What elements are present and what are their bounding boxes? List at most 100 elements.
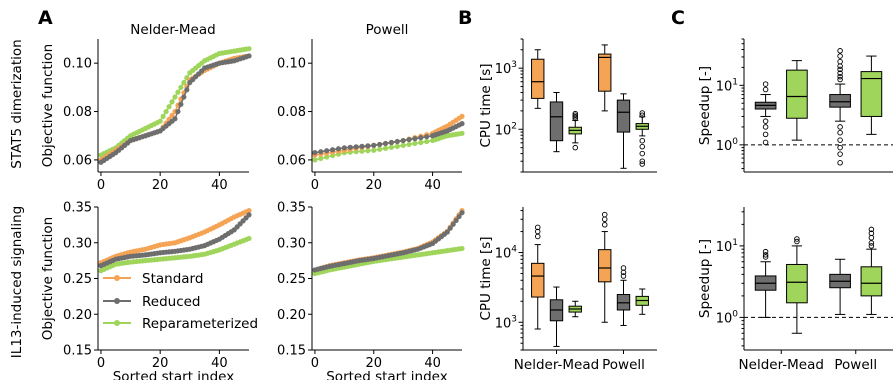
outlier-standard <box>534 224 541 231</box>
box-reduced <box>616 99 631 133</box>
data-point-reduced <box>359 143 365 149</box>
outlier-reparameterized <box>868 240 875 246</box>
data-point-reduced <box>382 140 389 147</box>
y-tick-label: 0.10 <box>63 57 92 72</box>
data-point-reduced <box>394 138 400 145</box>
x-tick-label: Powell <box>602 357 645 373</box>
x-axis-label: Sorted start index <box>113 369 235 380</box>
row-label-stat5: STAT5 dimerization <box>9 39 25 168</box>
y-tick-label: 0.15 <box>63 344 92 359</box>
data-point-reparameterized <box>424 138 430 145</box>
data-point-reparameterized <box>400 142 406 148</box>
data-point-reduced <box>184 87 190 93</box>
box-standard <box>598 53 612 92</box>
outlier-reparameterized <box>794 238 800 245</box>
data-point-reparameterized <box>178 84 184 90</box>
outlier-reduced <box>762 81 769 87</box>
data-point-reparameterized <box>412 140 418 147</box>
y-axis-label: Objective function <box>40 44 56 167</box>
data-point-reparameterized <box>459 245 465 252</box>
outlier-reparameterized <box>639 143 646 150</box>
data-point-reduced <box>365 143 371 149</box>
data-point-reparameterized <box>157 118 163 124</box>
y-tick-label: 0.06 <box>63 153 92 168</box>
data-point-reparameterized <box>418 139 424 146</box>
y-tick-label: 101 <box>716 77 738 94</box>
legend: Standard Reduced Reparameterized <box>103 271 258 332</box>
y-tick-label: 102 <box>495 121 517 138</box>
data-point-reduced <box>172 116 178 122</box>
outlier-reparameterized <box>794 236 800 242</box>
data-point-reduced <box>178 101 184 107</box>
outlier-reduced <box>837 124 843 130</box>
data-point-reduced <box>246 53 252 59</box>
box-reduced <box>829 94 851 108</box>
outlier-reparameterized <box>572 114 579 120</box>
panel-letter-a: A <box>38 7 53 29</box>
legend-marker-standard <box>114 275 120 281</box>
data-point-reparameterized <box>388 144 395 150</box>
y-tick-label: 0.30 <box>277 236 306 251</box>
outlier-reduced <box>837 144 843 151</box>
data-point-reduced <box>424 134 430 140</box>
outlier-reparameterized <box>572 112 579 118</box>
outlier-reparameterized <box>639 150 646 157</box>
legend-label-reduced: Reduced <box>142 294 201 310</box>
data-point-reparameterized <box>169 99 175 105</box>
data-point-reduced <box>347 144 353 150</box>
outlier-reduced <box>837 48 843 54</box>
x-tick-label: 20 <box>365 178 382 193</box>
x-tick-label: 40 <box>424 356 441 371</box>
data-point-reduced <box>444 229 450 235</box>
data-point-reparameterized <box>359 148 365 154</box>
panel-letter-b: B <box>458 7 472 29</box>
data-point-reduced <box>312 150 318 156</box>
outlier-reduced <box>762 86 769 93</box>
data-point-reduced <box>412 136 418 142</box>
data-point-reparameterized <box>324 154 330 160</box>
outlier-reduced <box>837 73 843 80</box>
outlier-reduced <box>837 76 843 83</box>
x-tick-label: 0 <box>97 178 105 193</box>
x-tick-label: Nelder-Mead <box>514 357 599 373</box>
data-point-reduced <box>400 137 406 144</box>
outlier-reduced <box>762 248 769 255</box>
y-tick-label: 100 <box>716 309 739 326</box>
box-standard <box>531 58 545 99</box>
outlier-reduced <box>837 66 843 73</box>
outlier-reduced <box>837 63 843 69</box>
x-tick-label: 20 <box>152 356 169 371</box>
x-tick-label: 0 <box>311 356 319 371</box>
outlier-reduced <box>762 252 769 258</box>
data-point-reduced <box>324 148 330 154</box>
panel-letter-c: C <box>671 7 685 29</box>
data-point-reduced <box>371 142 377 148</box>
outlier-reduced <box>620 265 627 271</box>
data-point-reduced <box>447 225 453 231</box>
y-tick-label: 0.08 <box>63 105 92 120</box>
data-point-standard <box>246 207 252 214</box>
x-tick-label: Nelder-Mead <box>739 357 824 373</box>
y-tick-label: 0.25 <box>63 272 92 287</box>
line-panel-A-il13-nm: 0.15 0.20 0.25 0.30 0.35 0 20 40 Objective funct… <box>40 201 252 380</box>
x-tick-label: 40 <box>424 178 441 193</box>
y-tick-label: 0.20 <box>63 308 92 323</box>
y-axis-label: Objective function <box>40 217 56 340</box>
line-panel-A-stat5-pw: 0.06 0.08 0.10 0 20 40 <box>277 39 465 193</box>
data-point-reparameterized <box>312 157 318 163</box>
data-point-reduced <box>453 217 459 224</box>
data-point-reduced <box>341 145 347 151</box>
data-point-reduced <box>181 94 187 100</box>
outlier-reduced <box>762 254 769 260</box>
outlier-reparameterized <box>639 158 646 164</box>
x-tick-label: 40 <box>211 356 228 371</box>
data-point-reparameterized <box>246 46 252 52</box>
y-axis-label: Speedup [-] <box>697 239 713 318</box>
data-point-reparameterized <box>371 147 377 153</box>
outlier-standard <box>534 233 541 240</box>
y-tick-label: 103 <box>495 314 517 331</box>
data-point-reduced <box>329 147 336 153</box>
